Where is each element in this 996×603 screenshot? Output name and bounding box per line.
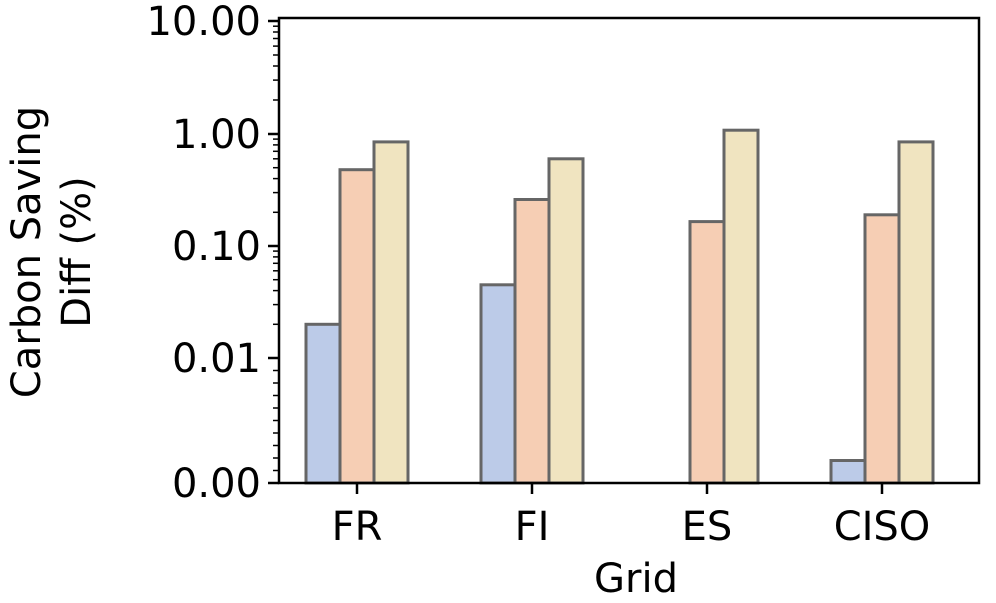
y-axis: 0.00 0.01 0.10 1.00 10.00 <box>146 0 279 507</box>
x-tick-label-es: ES <box>682 504 733 550</box>
x-tick-label-fr: FR <box>332 504 383 550</box>
bar-ciso-series-3 <box>897 140 935 485</box>
y-axis-title-line-2: Diff (%) <box>54 176 100 327</box>
x-axis-title: Grid <box>594 556 678 602</box>
bar-fr-series-2 <box>338 168 376 485</box>
y-tick-label: 0.10 <box>172 224 261 270</box>
bar-es-series-3 <box>722 128 760 485</box>
bar-ciso-series-2 <box>863 213 901 485</box>
bar-fr-series-1 <box>304 322 342 485</box>
bar-fi-series-1 <box>479 283 517 485</box>
x-axis: FR FI ES CISO <box>332 483 931 550</box>
x-tick-label-fi: FI <box>515 504 550 550</box>
y-tick-label: 10.00 <box>146 0 261 45</box>
y-axis-title-line-1: Carbon Saving <box>4 106 50 398</box>
bar-fi-series-3 <box>547 157 585 485</box>
bar-es-series-2 <box>688 220 726 485</box>
y-tick-label: 1.00 <box>172 112 261 158</box>
bar-fr-series-3 <box>372 140 410 485</box>
bar-ciso-series-1 <box>829 459 867 485</box>
y-tick-label: 0.01 <box>172 336 261 382</box>
bar-fi-series-2 <box>513 198 551 485</box>
x-tick-label-ciso: CISO <box>834 504 931 550</box>
bars-layer <box>304 128 935 485</box>
y-tick-label: 0.00 <box>172 461 261 507</box>
